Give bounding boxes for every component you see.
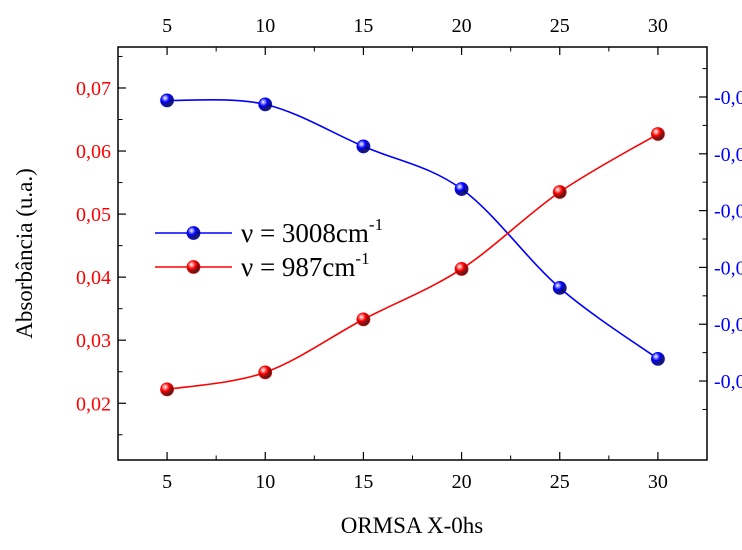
y-right-tick-label: -0,05: [714, 257, 742, 279]
y-right-tick-label: -0,02: [714, 87, 742, 109]
legend-label-superscript: -1: [369, 215, 383, 234]
x-tick-label-bottom: 30: [648, 471, 668, 493]
data-point: [651, 127, 665, 141]
y-right-tick-label: -0,04: [714, 201, 742, 223]
y-left-tick-label: 0,02: [76, 393, 111, 415]
y-right-tick-label: -0,03: [714, 144, 742, 166]
legend-marker: [186, 260, 201, 274]
x-tick-label-top: 15: [353, 15, 373, 37]
x-tick-label-top: 25: [550, 15, 570, 37]
x-tick-label-bottom: 20: [452, 471, 472, 493]
legend-label-main: ν = 987cm: [241, 252, 355, 282]
y-right-tick-label: -0,06: [714, 314, 742, 336]
y-left-tick-label: 0,07: [76, 78, 111, 100]
y-left-tick-label: 0,03: [76, 330, 111, 352]
y-left-tick-label: 0,06: [76, 141, 111, 163]
x-axis-title: ORMSA X-0hs: [341, 513, 484, 538]
series-layer: [160, 93, 665, 397]
x-tick-label-bottom: 5: [162, 471, 172, 493]
plot-frame: [117, 46, 708, 461]
data-point: [454, 262, 469, 276]
data-point: [258, 97, 273, 112]
data-point: [454, 182, 469, 196]
x-tick-label-top: 10: [255, 15, 275, 37]
data-point: [160, 382, 174, 397]
series-line: [166, 133, 659, 391]
data-point: [552, 185, 567, 199]
x-tick-label-top: 20: [452, 15, 472, 37]
y-right-tick-label: -0,07: [714, 371, 742, 393]
legend-label-main: ν = 3008cm: [241, 218, 369, 248]
x-tick-label-top: 5: [162, 15, 172, 37]
x-tick-label-bottom: 15: [353, 471, 373, 493]
data-point: [160, 93, 174, 108]
legend-label: ν = 3008cm-1: [241, 215, 383, 248]
legend: ν = 3008cm-1ν = 987cm-1: [155, 215, 383, 282]
data-point: [651, 351, 665, 366]
y-left-tick-label: 0,05: [76, 204, 111, 226]
x-tick-label-top: 30: [648, 15, 668, 37]
y-left-tick-label: 0,04: [76, 267, 111, 289]
data-point: [258, 365, 273, 380]
y-axis-title: Absorbância (u.a.): [12, 168, 37, 339]
legend-label-superscript: -1: [355, 249, 369, 268]
data-point: [552, 280, 567, 295]
data-point: [356, 139, 371, 154]
data-point: [356, 312, 371, 327]
legend-marker: [186, 226, 201, 240]
ticks-layer: 5 5 10 10 15 15 20 20 25 25 30 30 0,02 0,03 0,04 0,05 0,…: [76, 15, 742, 493]
legend-label: ν = 987cm-1: [241, 249, 370, 282]
x-tick-label-bottom: 10: [255, 471, 275, 493]
x-tick-label-bottom: 25: [550, 471, 570, 493]
